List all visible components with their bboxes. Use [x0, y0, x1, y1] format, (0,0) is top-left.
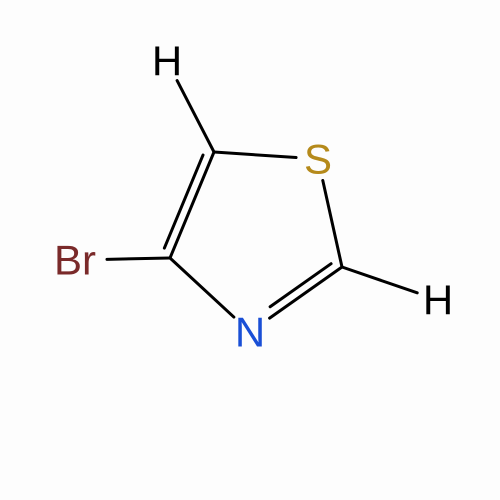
atom-label-br: Br [54, 237, 96, 284]
atom-label-s: S [304, 136, 332, 183]
atom-label-h2: H [423, 277, 453, 324]
atom-label-h5: H [152, 38, 182, 85]
atom-label-n: N [235, 309, 265, 356]
molecule-diagram: S N Br H H [0, 0, 500, 500]
bond-layer [107, 81, 417, 319]
atom-layer: S N Br H H [54, 38, 453, 356]
